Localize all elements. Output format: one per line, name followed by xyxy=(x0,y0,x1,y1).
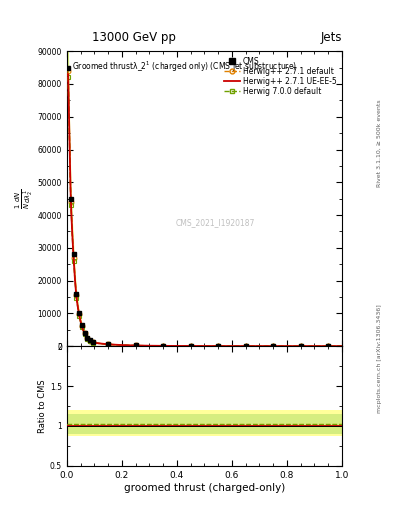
Text: mcplots.cern.ch [arXiv:1306.3436]: mcplots.cern.ch [arXiv:1306.3436] xyxy=(377,304,382,413)
Text: Groomed thrust$\mathregular{\lambda\_2^1}$ (charged only) (CMS jet substructure): Groomed thrust$\mathregular{\lambda\_2^1… xyxy=(72,60,298,74)
Text: Jets: Jets xyxy=(320,31,342,44)
Legend: CMS, Herwig++ 2.7.1 default, Herwig++ 2.7.1 UE-EE-5, Herwig 7.0.0 default: CMS, Herwig++ 2.7.1 default, Herwig++ 2.… xyxy=(223,55,338,97)
Text: CMS_2021_I1920187: CMS_2021_I1920187 xyxy=(176,218,255,227)
Text: 13000 GeV pp: 13000 GeV pp xyxy=(92,31,176,44)
Y-axis label: $\frac{1}{N}\frac{dN}{d\lambda_2^1}$: $\frac{1}{N}\frac{dN}{d\lambda_2^1}$ xyxy=(13,188,35,209)
Text: Rivet 3.1.10, ≥ 500k events: Rivet 3.1.10, ≥ 500k events xyxy=(377,99,382,187)
Y-axis label: Ratio to CMS: Ratio to CMS xyxy=(38,379,47,433)
X-axis label: groomed thrust (charged-only): groomed thrust (charged-only) xyxy=(124,482,285,493)
